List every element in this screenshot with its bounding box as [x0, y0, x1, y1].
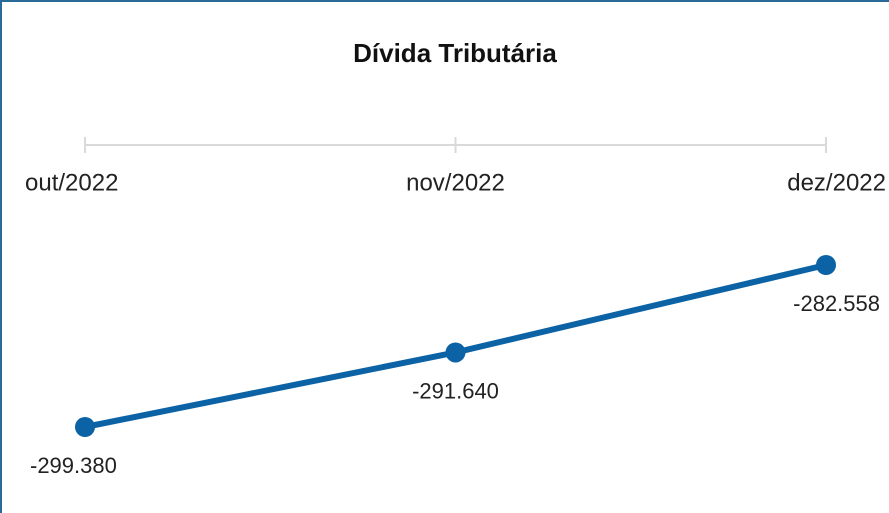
- x-tick-label: nov/2022: [406, 169, 505, 196]
- point: [445, 342, 466, 363]
- point: [816, 255, 836, 275]
- data-label: -299.380: [30, 453, 117, 478]
- data-label: -291.640: [412, 378, 499, 403]
- point: [75, 417, 95, 437]
- x-tick-label: dez/2022: [787, 169, 886, 196]
- chart-title: Dívida Tributária: [353, 38, 557, 68]
- data-label: -282.558: [793, 291, 880, 316]
- x-tick-label: out/2022: [25, 169, 118, 196]
